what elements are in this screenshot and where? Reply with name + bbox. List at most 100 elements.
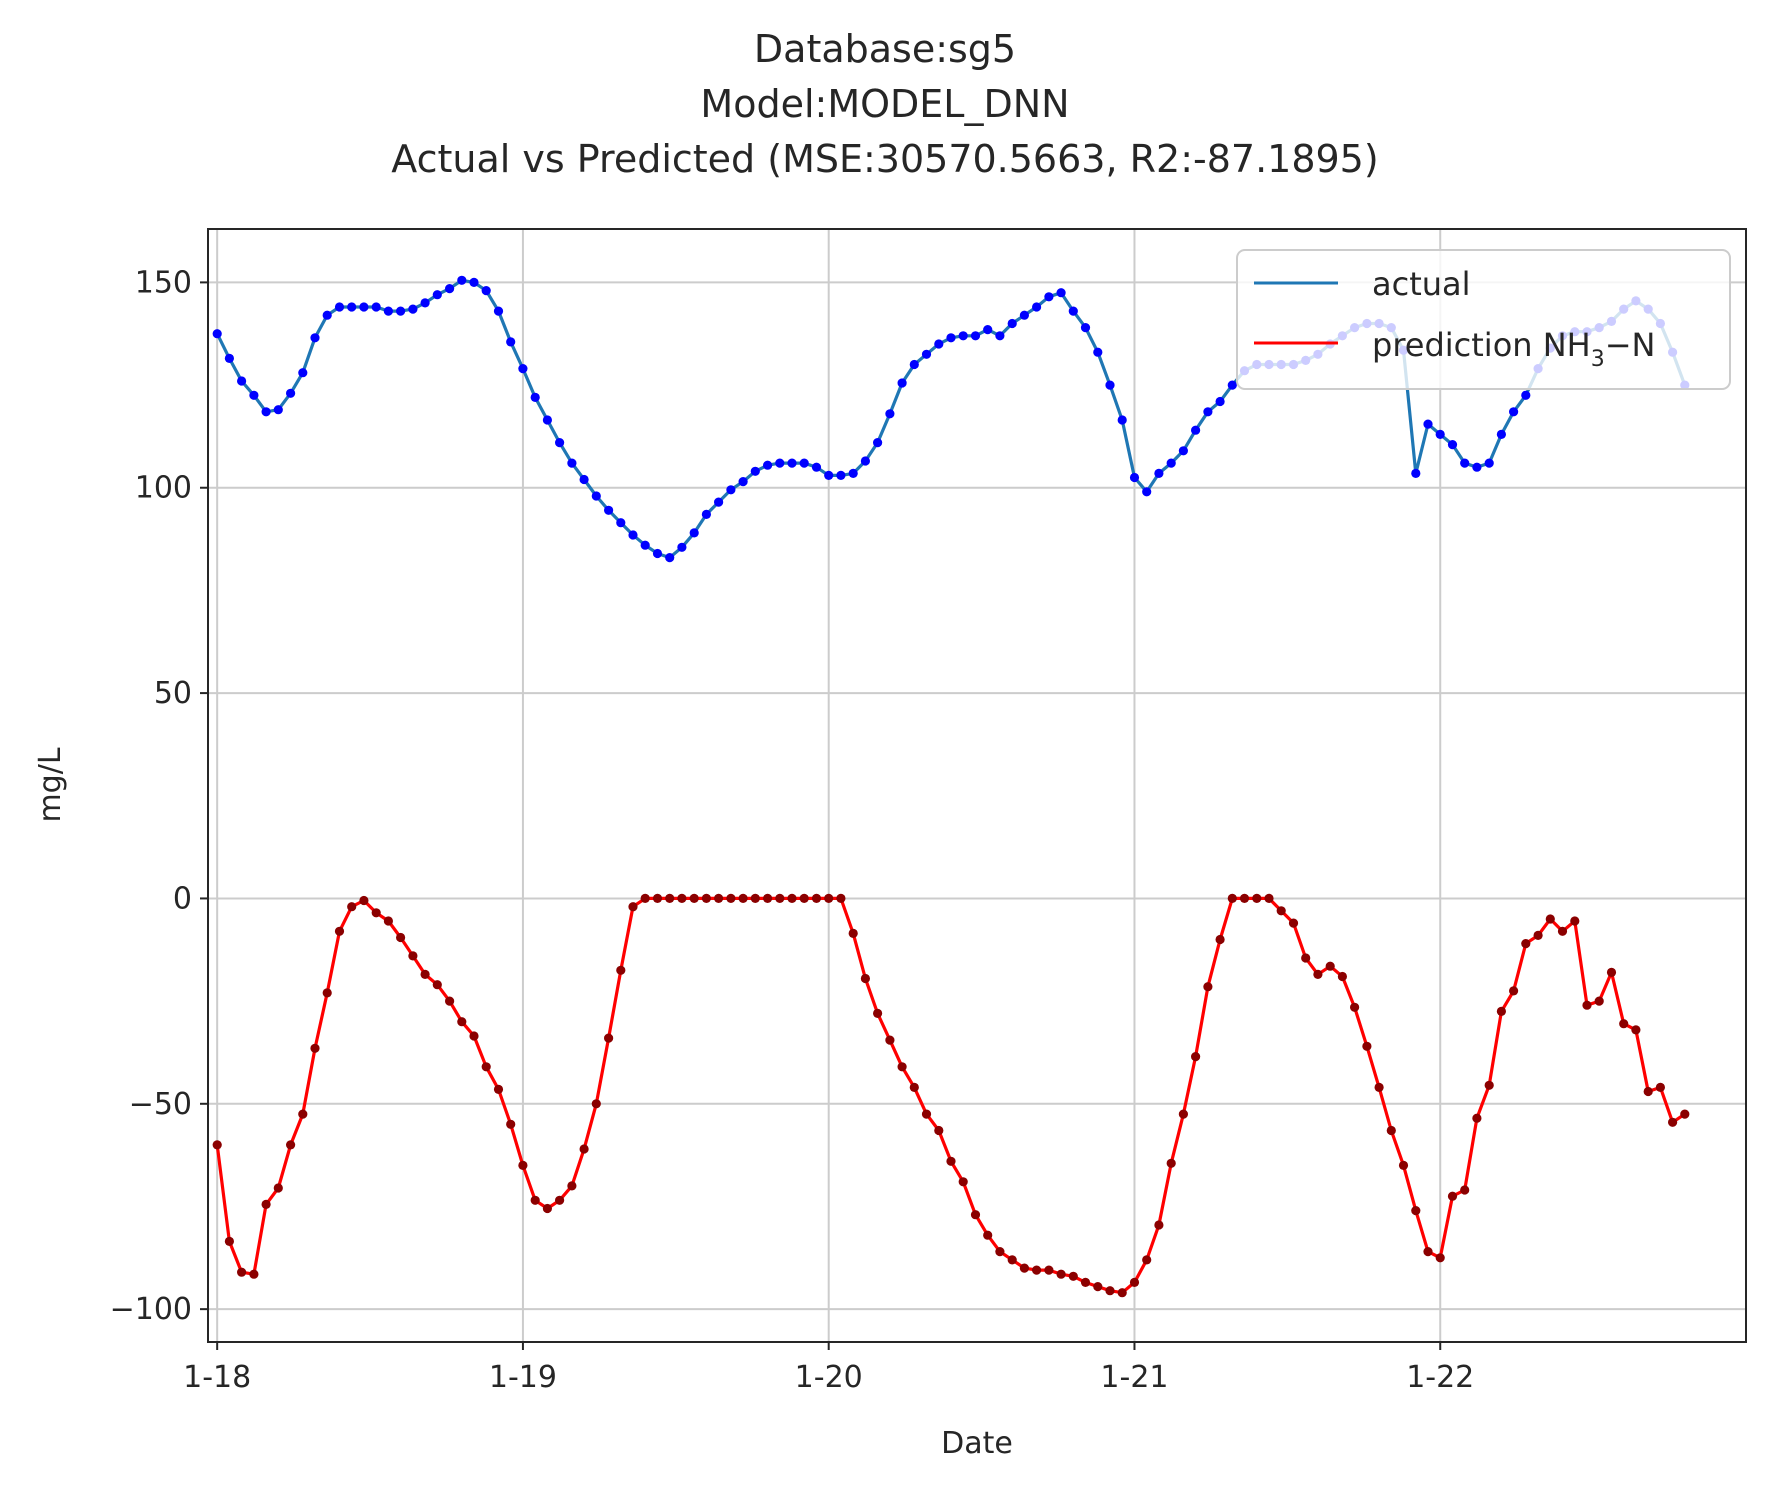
data-point-prediction-116 <box>1631 1025 1641 1035</box>
data-point-prediction-11 <box>347 902 357 912</box>
data-point-actual-40 <box>701 509 712 519</box>
data-point-actual-36 <box>652 548 663 559</box>
data-point-prediction-31 <box>591 1099 601 1109</box>
data-point-prediction-81 <box>1203 982 1213 992</box>
data-point-prediction-65 <box>1007 1255 1017 1265</box>
data-point-prediction-68 <box>1044 1265 1054 1275</box>
data-point-actual-33 <box>616 518 626 528</box>
data-point-actual-32 <box>604 505 614 515</box>
data-point-prediction-105 <box>1496 1006 1506 1017</box>
data-point-actual-23 <box>493 306 504 316</box>
data-point-actual-34 <box>628 530 638 540</box>
data-point-prediction-69 <box>1056 1269 1066 1279</box>
data-point-prediction-70 <box>1068 1271 1078 1281</box>
data-point-prediction-80 <box>1191 1052 1201 1062</box>
data-point-actual-9 <box>322 310 332 320</box>
x-tick-label-4: 1-22 <box>1406 1360 1474 1395</box>
data-point-actual-22 <box>481 286 491 296</box>
data-point-actual-20 <box>457 275 467 285</box>
data-point-prediction-55 <box>885 1035 895 1045</box>
chart-title: Database:sg5 Model:MODEL_DNN Actual vs P… <box>391 27 1378 181</box>
data-point-prediction-109 <box>1545 914 1555 924</box>
data-point-prediction-58 <box>921 1109 932 1119</box>
data-point-prediction-53 <box>860 973 871 984</box>
data-point-actual-80 <box>1191 425 1201 435</box>
legend-label-prediction-part-1: prediction NH <box>1372 326 1591 364</box>
data-point-actual-61 <box>958 331 968 341</box>
data-point-actual-8 <box>310 333 320 343</box>
data-point-actual-100 <box>1435 429 1445 439</box>
data-point-prediction-59 <box>934 1125 944 1136</box>
data-point-actual-45 <box>763 460 773 470</box>
data-point-prediction-112 <box>1582 1000 1592 1010</box>
data-point-prediction-4 <box>261 1199 271 1209</box>
data-point-actual-28 <box>555 438 565 448</box>
data-point-actual-1 <box>224 353 234 363</box>
x-tick-label-0: 1-18 <box>183 1360 251 1395</box>
data-point-prediction-89 <box>1301 953 1311 963</box>
data-point-prediction-9 <box>322 988 332 998</box>
data-point-prediction-83 <box>1227 893 1237 904</box>
data-point-actual-70 <box>1068 306 1078 316</box>
data-point-prediction-54 <box>873 1008 883 1019</box>
data-point-actual-57 <box>909 359 919 370</box>
data-point-actual-72 <box>1093 347 1103 357</box>
data-point-prediction-12 <box>359 895 369 906</box>
data-point-actual-102 <box>1460 458 1470 468</box>
data-point-prediction-104 <box>1484 1080 1494 1090</box>
data-point-prediction-60 <box>946 1156 956 1166</box>
data-point-prediction-22 <box>481 1062 491 1072</box>
data-point-actual-31 <box>591 491 601 501</box>
data-point-prediction-15 <box>396 932 406 943</box>
axis-ticks: 1-18 1-19 1-20 1-21 1-22 150 100 50 0 −50 −100 <box>110 265 1475 1395</box>
data-point-actual-73 <box>1105 380 1115 390</box>
data-point-prediction-119 <box>1668 1117 1678 1127</box>
data-point-prediction-85 <box>1252 893 1262 904</box>
y-tick-label-0: 150 <box>135 265 192 300</box>
data-point-actual-82 <box>1215 396 1225 407</box>
data-point-prediction-2 <box>237 1267 247 1277</box>
data-point-prediction-113 <box>1594 996 1604 1006</box>
data-point-prediction-88 <box>1288 918 1299 928</box>
data-point-actual-104 <box>1484 458 1494 468</box>
data-point-prediction-99 <box>1423 1247 1433 1257</box>
data-point-actual-14 <box>383 306 393 316</box>
data-point-actual-21 <box>469 277 479 287</box>
data-point-prediction-23 <box>493 1084 504 1094</box>
data-point-actual-16 <box>408 304 418 314</box>
data-point-actual-79 <box>1178 446 1188 456</box>
data-point-actual-39 <box>689 528 699 538</box>
chart-title-line-3: Actual vs Predicted (MSE:30570.5663, R2:… <box>391 137 1378 181</box>
data-point-prediction-44 <box>750 893 760 904</box>
legend-label-prediction-subscript: 3 <box>1591 347 1605 372</box>
data-point-prediction-3 <box>249 1269 259 1279</box>
data-point-actual-69 <box>1056 288 1066 298</box>
data-point-prediction-41 <box>714 893 724 904</box>
data-point-prediction-95 <box>1374 1082 1384 1092</box>
data-point-actual-64 <box>995 331 1005 341</box>
data-point-actual-75 <box>1129 472 1140 483</box>
data-point-actual-7 <box>298 368 308 378</box>
data-point-prediction-62 <box>970 1210 981 1220</box>
data-point-actual-52 <box>848 468 858 478</box>
data-point-prediction-117 <box>1643 1086 1653 1097</box>
data-point-actual-62 <box>970 331 981 341</box>
legend-label-prediction-part-2: −N <box>1605 326 1656 364</box>
data-point-actual-78 <box>1166 458 1176 468</box>
data-point-prediction-71 <box>1080 1277 1091 1287</box>
data-point-prediction-13 <box>371 908 381 918</box>
y-tick-label-2: 50 <box>154 676 192 711</box>
data-point-prediction-29 <box>567 1181 577 1191</box>
y-axis-label: mg/L <box>33 747 68 822</box>
x-tick-label-2: 1-20 <box>795 1360 863 1395</box>
data-point-actual-58 <box>921 349 932 359</box>
data-point-prediction-46 <box>775 893 785 904</box>
data-point-prediction-36 <box>652 893 663 904</box>
data-point-actual-17 <box>420 298 430 308</box>
data-point-actual-41 <box>714 497 724 507</box>
data-point-prediction-77 <box>1154 1220 1164 1230</box>
data-point-prediction-1 <box>224 1236 234 1246</box>
data-point-prediction-91 <box>1325 961 1335 971</box>
data-point-actual-25 <box>518 364 528 374</box>
y-tick-label-3: 0 <box>173 881 192 916</box>
